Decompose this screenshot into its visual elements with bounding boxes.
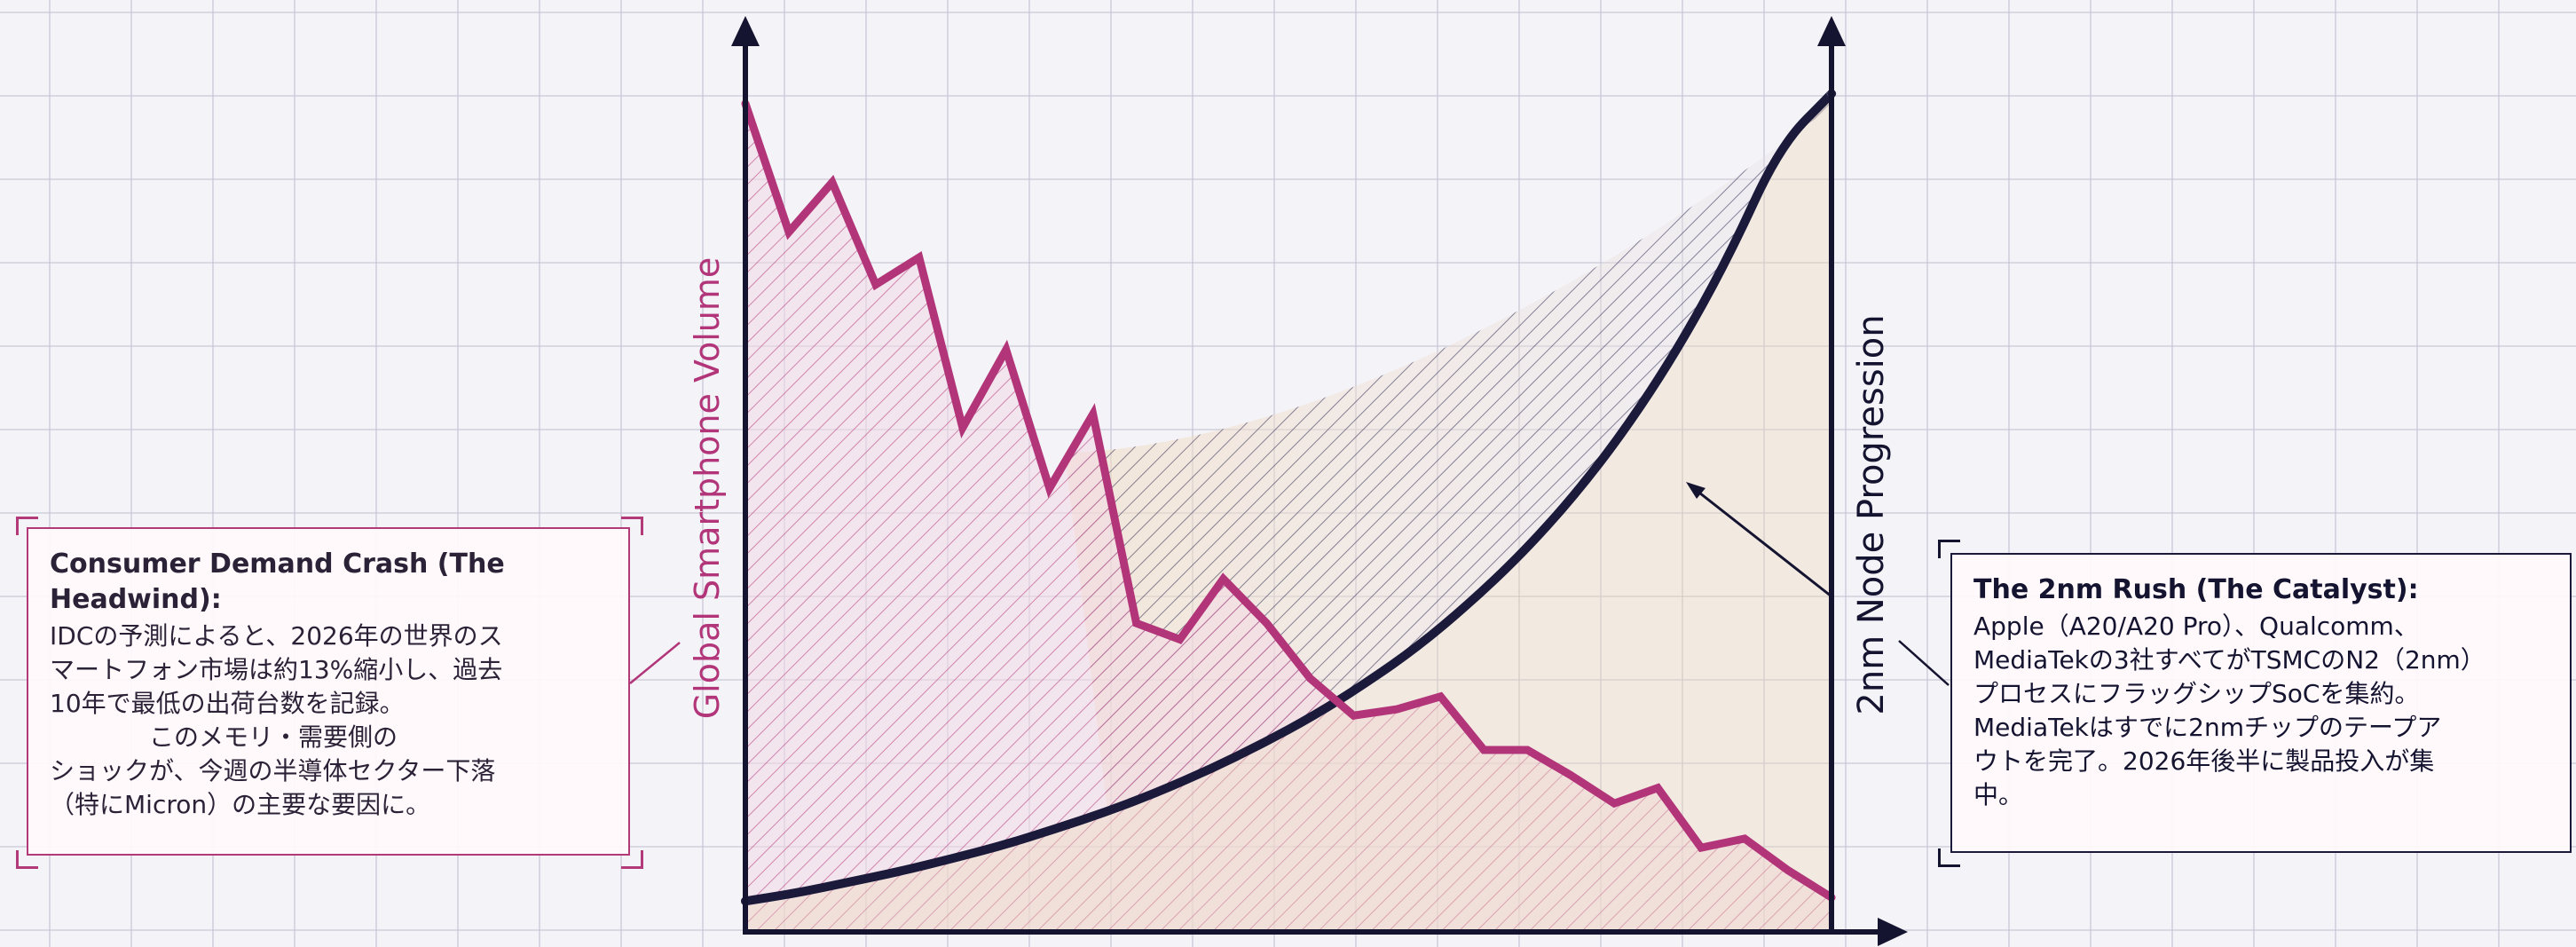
left-box-corner-br [621, 850, 643, 869]
left-y-axis-arrow-icon [731, 16, 760, 46]
axes [731, 16, 1908, 946]
left-box-corner-bl [16, 850, 38, 869]
hatched-fill-areas [745, 93, 1832, 932]
left-box-corner-tl [16, 517, 38, 535]
right-box-corner-bl [1938, 848, 1960, 867]
right-pointer [1690, 485, 1832, 598]
left-connector [629, 642, 681, 684]
hatched-area-volume [745, 103, 1832, 932]
series-line-smartphone-volume [741, 99, 1836, 902]
annotation-2nm-rush: The 2nm Rush (The Catalyst): Apple（A20/A… [1950, 553, 2572, 853]
annotation-demand-crash-title: Consumer Demand Crash (The Headwind): [50, 548, 505, 615]
annotation-demand-crash: Consumer Demand Crash (The Headwind): ID… [27, 527, 630, 856]
right-box-corner-tl [1938, 540, 1960, 558]
x-axis-arrow-icon [1878, 918, 1908, 946]
right-axis-label: 2nm Node Progression [1851, 314, 1892, 714]
connector-lines [629, 482, 1950, 686]
right-y-axis-arrow-icon [1817, 16, 1846, 46]
annotation-2nm-rush-title: The 2nm Rush (The Catalyst): [1973, 574, 2419, 605]
right-connector [1898, 640, 1950, 686]
annotation-demand-crash-body: IDCの予測によると、2026年の世界のス マートフォン市場は約13%縮小し、過… [50, 621, 503, 819]
hatched-area-node-tint [745, 93, 1832, 932]
right-pointer-arrowhead-icon [1686, 482, 1706, 499]
annotation-2nm-rush-body: Apple（A20/A20 Pro）、Qualcomm、 MediaTekの3社… [1973, 612, 2485, 809]
series-lines [741, 89, 1837, 906]
left-box-corner-tr [621, 517, 643, 535]
left-axis-label: Global Smartphone Volume [688, 257, 727, 720]
